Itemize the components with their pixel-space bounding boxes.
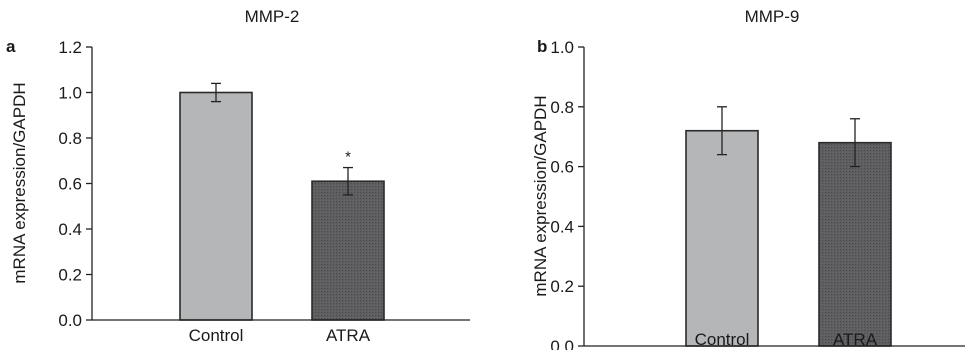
y-tick-label: 0.4 [58, 220, 82, 239]
panel-label: b [537, 37, 547, 56]
y-tick-label: 0.6 [58, 175, 82, 194]
bar-control [179, 91, 253, 321]
bar-atra [311, 180, 385, 321]
x-tick-label: Control [695, 330, 750, 349]
y-axis-label: mRNA expression/GAPDH [531, 95, 550, 296]
significance-marker: * [345, 149, 351, 166]
y-tick-label: 1.2 [58, 38, 82, 57]
y-tick-label: 0.8 [58, 129, 82, 148]
y-tick-label: 0.0 [58, 311, 82, 330]
y-tick-label: 0.2 [550, 277, 574, 296]
y-tick-label: 0.2 [58, 266, 82, 285]
bar-control [685, 129, 759, 347]
y-tick-label: 1.0 [550, 38, 574, 57]
y-tick-label: 0.8 [550, 98, 574, 117]
y-tick-label: 0.4 [550, 217, 574, 236]
x-tick-label: ATRA [833, 330, 878, 349]
y-axis-label: mRNA expression/GAPDH [10, 82, 29, 283]
chart-title: MMP-2 [245, 7, 300, 26]
y-tick-label: 1.0 [58, 84, 82, 103]
bar-atra [818, 141, 892, 347]
panel-label: a [6, 37, 16, 56]
y-tick-label: 0.6 [550, 158, 574, 177]
chart-title: MMP-9 [745, 7, 800, 26]
x-tick-label: Control [189, 326, 244, 345]
x-tick-label: ATRA [326, 326, 371, 345]
y-tick-label: 0.0 [550, 337, 574, 350]
